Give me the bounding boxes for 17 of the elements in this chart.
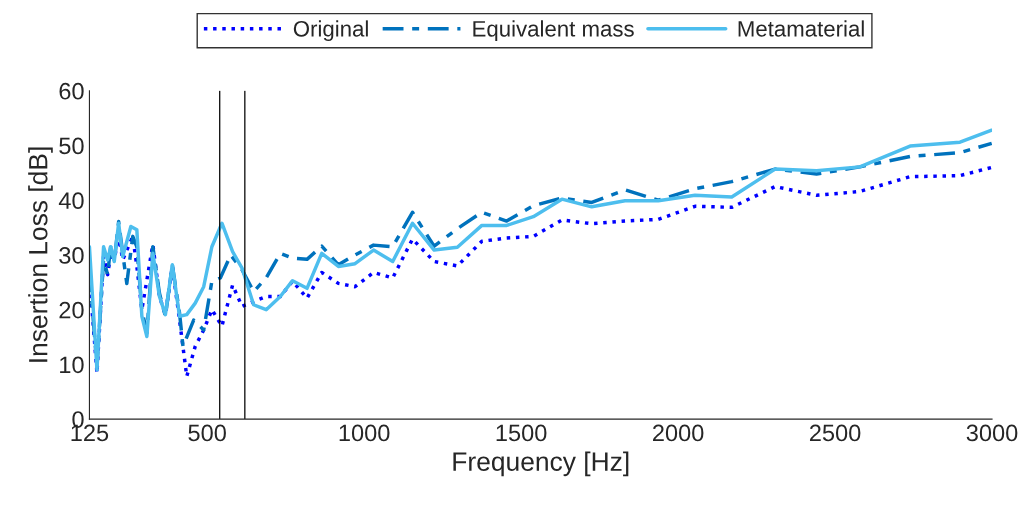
x-tick-label: 1000 [339,424,390,442]
y-tick-label: 40 [58,192,84,210]
y-tick-label: 20 [59,301,84,319]
y-tick-label: 50 [59,137,84,155]
y-tick-label: 60 [59,82,84,100]
legend-label: Metamaterial [738,20,864,37]
y-tick-label: 10 [60,356,84,374]
x-tick-label: 2500 [809,424,861,442]
x-axis-title: Frequency [Hz] [453,451,629,477]
legend-label: Equivalent mass [473,20,634,42]
legend-label: Original [293,20,368,42]
x-tick-label: 1500 [496,424,547,442]
y-tick-label: 30 [59,247,84,264]
x-tick-label: 3000 [966,424,1018,442]
x-tick-label: 2000 [653,424,704,442]
x-tick-label: 500 [188,424,226,442]
y-axis-title: Insertion Loss [dB] [28,147,53,362]
